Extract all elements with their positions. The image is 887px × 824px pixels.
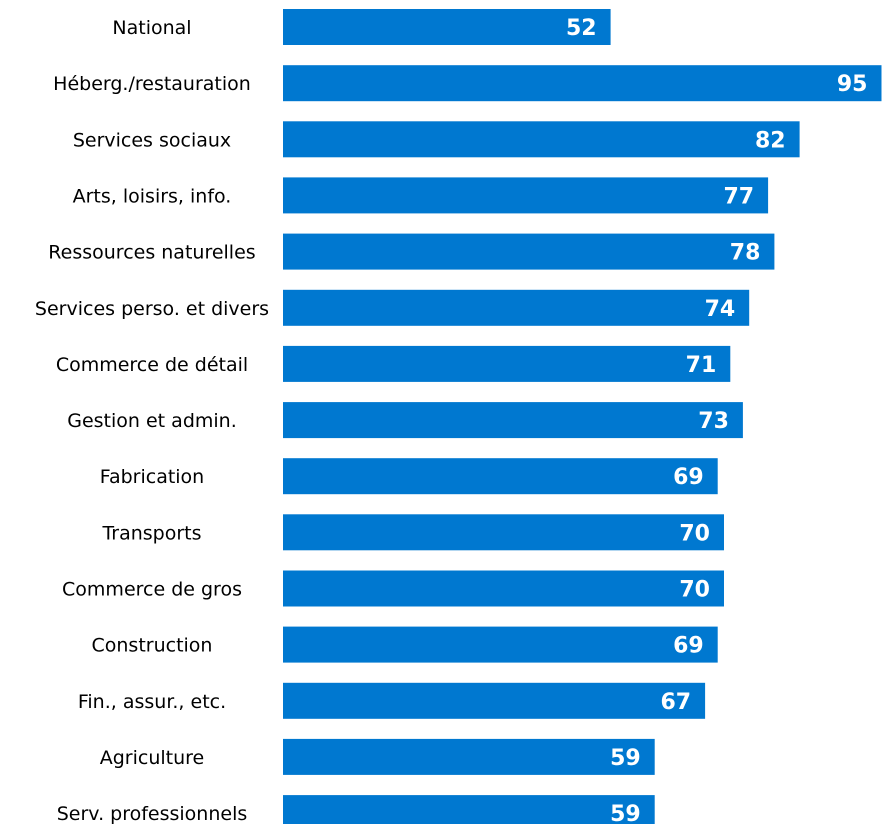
bar-13 xyxy=(283,738,655,775)
value-label-7: 73 xyxy=(698,409,729,434)
bar-2 xyxy=(283,121,800,158)
value-label-8: 69 xyxy=(673,465,704,490)
value-label-4: 78 xyxy=(730,241,761,266)
bar-10 xyxy=(283,570,724,607)
bar-0 xyxy=(283,9,611,45)
value-label-14: 59 xyxy=(610,802,641,824)
value-label-3: 77 xyxy=(723,184,754,209)
value-label-13: 59 xyxy=(610,746,641,771)
category-labels-group: National Héberg./restauration Services soc… xyxy=(35,17,269,824)
category-label-5: Services perso. et divers xyxy=(35,298,269,320)
value-label-2: 82 xyxy=(755,128,786,153)
category-label-14: Serv. professionnels xyxy=(57,803,248,824)
bars-group xyxy=(283,9,882,824)
bar-8 xyxy=(283,458,718,495)
value-label-0: 52 xyxy=(566,16,597,41)
category-label-1: Héberg./restauration xyxy=(53,73,251,95)
category-label-12: Fin., assur., etc. xyxy=(78,691,226,713)
bar-3 xyxy=(283,177,769,214)
category-label-4: Ressources naturelles xyxy=(48,242,255,264)
value-label-5: 74 xyxy=(705,297,736,322)
bar-12 xyxy=(283,682,706,719)
category-label-6: Commerce de détail xyxy=(56,354,248,376)
category-label-3: Arts, loisirs, info. xyxy=(73,185,232,207)
category-label-10: Commerce de gros xyxy=(62,579,242,601)
bar-11 xyxy=(283,626,718,663)
bar-1 xyxy=(283,65,882,102)
category-label-8: Fabrication xyxy=(100,466,204,488)
value-label-9: 70 xyxy=(679,521,710,546)
bar-9 xyxy=(283,514,724,551)
category-label-13: Agriculture xyxy=(100,747,205,769)
value-label-11: 69 xyxy=(673,634,704,659)
value-label-10: 70 xyxy=(679,578,710,603)
value-label-1: 95 xyxy=(837,72,868,97)
category-label-7: Gestion et admin. xyxy=(67,410,237,432)
bar-14 xyxy=(283,795,655,824)
category-label-2: Services sociaux xyxy=(73,129,231,151)
category-label-9: Transports xyxy=(101,522,201,544)
value-label-12: 67 xyxy=(660,690,691,715)
bar-4 xyxy=(283,233,775,270)
bar-7 xyxy=(283,402,743,439)
category-label-11: Construction xyxy=(92,635,213,657)
value-label-6: 71 xyxy=(686,353,717,378)
value-labels-group: 52 95 82 77 78 74 71 73 69 70 70 69 67 59 59 xyxy=(566,16,868,824)
bar-5 xyxy=(283,289,750,326)
bar-6 xyxy=(283,345,731,382)
category-label-0: National xyxy=(112,17,191,39)
